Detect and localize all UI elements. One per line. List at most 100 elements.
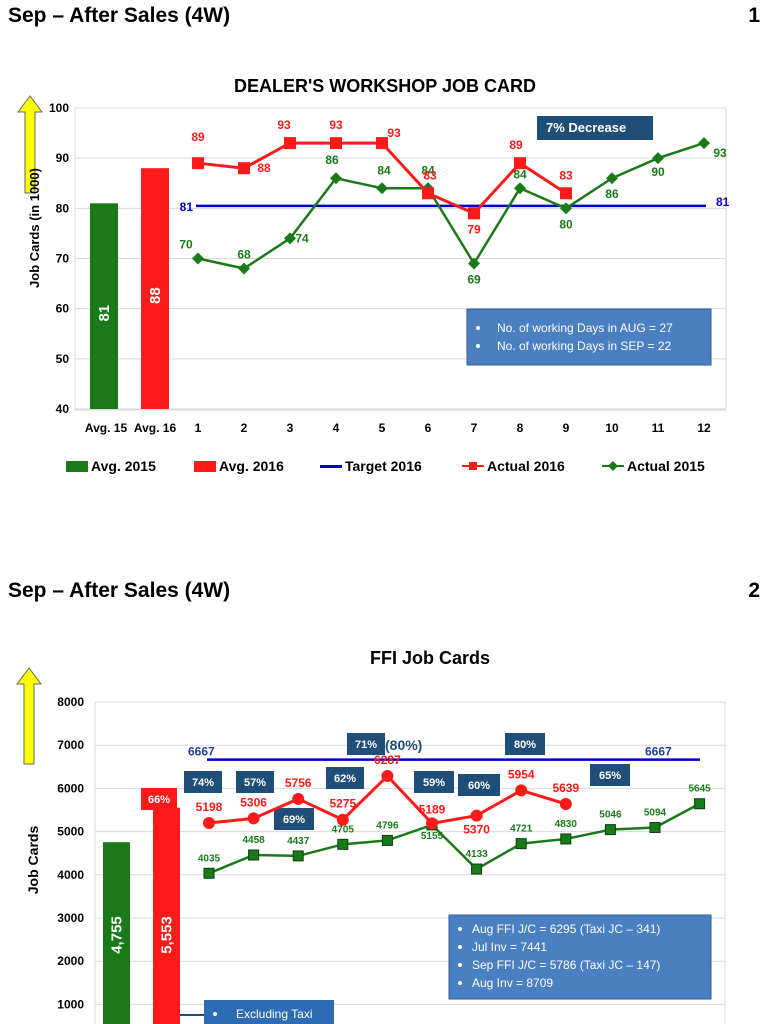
- percent-badge-label: 59%: [423, 777, 445, 789]
- point-actual-2016: [559, 797, 572, 810]
- avg-bar-label: 5,553: [159, 916, 176, 954]
- percent-badge: [141, 788, 177, 810]
- percent-badge-label: 60%: [468, 780, 490, 792]
- point-actual-2015: [376, 182, 388, 195]
- point-actual-2016: [203, 817, 215, 830]
- percent-badge-label: 62%: [334, 773, 356, 785]
- avg-bar: [141, 168, 169, 409]
- chart1-callout-box: [537, 116, 653, 140]
- data-label-actual-2015: 4035: [198, 853, 221, 864]
- percent-badge-label: 69%: [283, 814, 305, 826]
- data-label-actual-2015: 5155: [421, 831, 444, 842]
- data-label-actual-2015: 4458: [242, 835, 265, 846]
- data-label-actual-2015: 84: [377, 163, 391, 177]
- data-label-actual-2016: 83: [423, 168, 437, 182]
- chart2-note-box: [204, 1000, 334, 1024]
- x-tick-label: 2: [241, 421, 248, 435]
- point-actual-2016: [376, 137, 388, 150]
- y-tick-label: 80: [56, 201, 70, 215]
- point-actual-2015: [248, 849, 260, 861]
- x-tick-label: Avg. 15: [85, 421, 128, 435]
- y-tick-label: 6000: [57, 781, 84, 795]
- y-tick-label: 5000: [57, 825, 84, 839]
- y-tick-label: 7000: [57, 738, 84, 752]
- chart1-info-line: No. of working Days in AUG = 27: [497, 321, 673, 335]
- percent-badge-label: 80%: [514, 739, 536, 751]
- legend-item-actual-2015: Actual 2015: [602, 458, 705, 474]
- data-label-actual-2015: 70: [179, 238, 193, 252]
- point-actual-2015: [698, 137, 710, 150]
- point-actual-2015: [649, 822, 661, 834]
- avg-bar: [153, 807, 180, 1024]
- point-actual-2015: [652, 152, 664, 165]
- data-label-actual-2016: 5954: [508, 767, 535, 781]
- point-actual-2016: [426, 817, 438, 830]
- chart2-svg: FFI Job Cards Job Cards 1000 2000 3000 4000 50…: [16, 648, 726, 1024]
- series-line-actual-2015: [197, 141, 705, 270]
- data-label-actual-2015: 84: [513, 167, 527, 181]
- point-actual-2016: [468, 207, 480, 220]
- point-actual-2016: [192, 157, 204, 170]
- legend-label: Avg. 2015: [91, 458, 156, 474]
- data-label-actual-2016: 93: [277, 118, 291, 132]
- y-tick-label: 40: [56, 402, 70, 416]
- legend-label: Target 2016: [345, 458, 422, 474]
- legend-item-target-2016: Target 2016: [320, 458, 422, 474]
- data-label-actual-2016: 5306: [240, 795, 267, 809]
- point-actual-2015: [560, 202, 572, 215]
- avg-bar-label: 4,755: [109, 916, 126, 954]
- target-note: (80%): [385, 737, 422, 753]
- avg-bar: [90, 203, 118, 409]
- point-actual-2016: [238, 162, 250, 175]
- slide2-page-number: 2: [748, 579, 760, 602]
- bullet-icon: [458, 981, 462, 985]
- point-actual-2016: [422, 187, 434, 200]
- data-label-actual-2016: 5189: [419, 802, 446, 816]
- x-tick-label: Avg. 16: [134, 421, 177, 435]
- y-tick-label: 2000: [57, 954, 84, 968]
- y-tick-label: 8000: [57, 695, 84, 709]
- bullet-icon: [458, 927, 462, 931]
- percent-badge-label: 57%: [244, 777, 266, 789]
- target-label: 6667: [188, 745, 215, 759]
- y-tick-label: 3000: [57, 911, 84, 925]
- chart2-info-line: Sep FFI J/C = 5786 (Taxi JC – 147): [472, 958, 660, 972]
- chart1-ylabel: Job Cards (in 1000): [27, 168, 42, 288]
- y-tick-label: 70: [56, 252, 70, 266]
- data-label-actual-2016: 5639: [552, 781, 579, 795]
- point-actual-2016: [560, 187, 572, 200]
- chart1-info-box: [466, 308, 712, 366]
- x-tick-label: 4: [333, 421, 340, 435]
- data-label-actual-2015: 80: [559, 217, 573, 231]
- point-actual-2015: [560, 833, 572, 845]
- chart1-callout: 7% Decrease: [546, 120, 626, 135]
- percent-badge-label: 74%: [192, 777, 214, 789]
- x-tick-label: 12: [697, 421, 711, 435]
- x-tick-label: 5: [379, 421, 386, 435]
- chart1-info-line: No. of working Days in SEP = 22: [497, 339, 672, 353]
- point-actual-2016: [284, 137, 296, 150]
- data-label-actual-2015: 4437: [287, 836, 310, 847]
- avg-bar-label: 81: [96, 305, 113, 322]
- target-label: 81: [180, 200, 194, 214]
- x-tick-label: 7: [471, 421, 478, 435]
- legend-item-avg-2015: Avg. 2015: [66, 458, 156, 474]
- data-label-actual-2016: 6287: [374, 753, 401, 767]
- data-label-actual-2015: 93: [713, 146, 727, 160]
- legend-swatch: [194, 460, 216, 472]
- point-actual-2015: [238, 262, 250, 275]
- slide1-page-number: 1: [748, 4, 760, 27]
- point-actual-2015: [337, 838, 349, 850]
- bullet-icon: [458, 963, 462, 967]
- point-actual-2016: [330, 137, 342, 150]
- x-tick-label: 1: [195, 421, 202, 435]
- chart2-note: Excluding Taxi: [236, 1007, 313, 1021]
- percent-badge: [347, 733, 385, 755]
- series-line-actual-2015: [208, 802, 701, 875]
- y-tick-label: 1000: [57, 997, 84, 1011]
- y-tick-label: 100: [49, 101, 69, 115]
- y-tick-label: 60: [56, 302, 70, 316]
- data-label-actual-2016: 93: [387, 126, 401, 140]
- legend-line-square-icon: [462, 462, 484, 470]
- bullet-icon: [458, 945, 462, 949]
